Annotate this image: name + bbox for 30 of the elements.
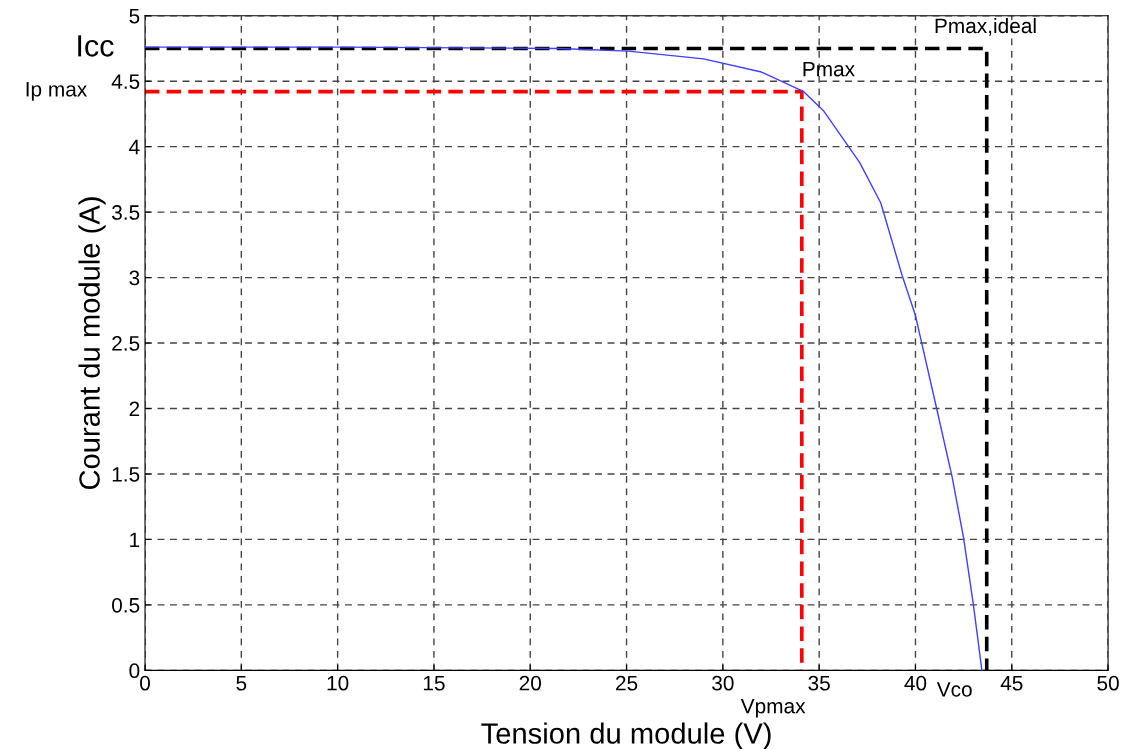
x-tick-label: 35	[808, 675, 830, 691]
y-tick-label: 3	[129, 270, 140, 286]
x-tick-label: 0	[140, 675, 150, 691]
annotation: Pmax,ideal	[935, 17, 1036, 36]
y-tick-label: 5	[129, 8, 140, 24]
x-tick-label: 45	[1000, 675, 1023, 691]
x-tick-label: 40	[904, 675, 927, 691]
y-tick-label: 2.5	[112, 336, 140, 351]
y-tick-label: 4	[129, 139, 140, 155]
x-tick-label: 30	[712, 675, 734, 691]
x-tick-label: 5	[236, 675, 247, 691]
y-tick-label: 4.5	[111, 74, 140, 89]
y-tick-label: 0.5	[112, 597, 140, 613]
y-tick-label: 1.5	[112, 467, 140, 482]
annotation: Pmax	[803, 61, 855, 77]
y-tick-label: 0	[129, 663, 140, 679]
y-tick-label: 3.5	[112, 205, 140, 220]
y-tick-label: 2	[129, 401, 140, 417]
x-tick-label: 25	[616, 675, 638, 691]
annotation: Icc	[78, 35, 114, 57]
x-tick-label: 10	[327, 675, 349, 691]
x-axis-title: Tension du module (V)	[481, 722, 771, 749]
y-axis-title: Courant du module (A)	[78, 197, 106, 490]
annotation: Vpmax	[740, 698, 806, 718]
x-tick-label: 20	[519, 675, 542, 691]
y-tick-label: 1	[130, 532, 140, 547]
text: Ip max	[26, 82, 88, 101]
x-tick-label: 15	[423, 675, 445, 691]
annotation: Vco	[936, 682, 972, 697]
x-tick-label: 50	[1097, 675, 1119, 691]
